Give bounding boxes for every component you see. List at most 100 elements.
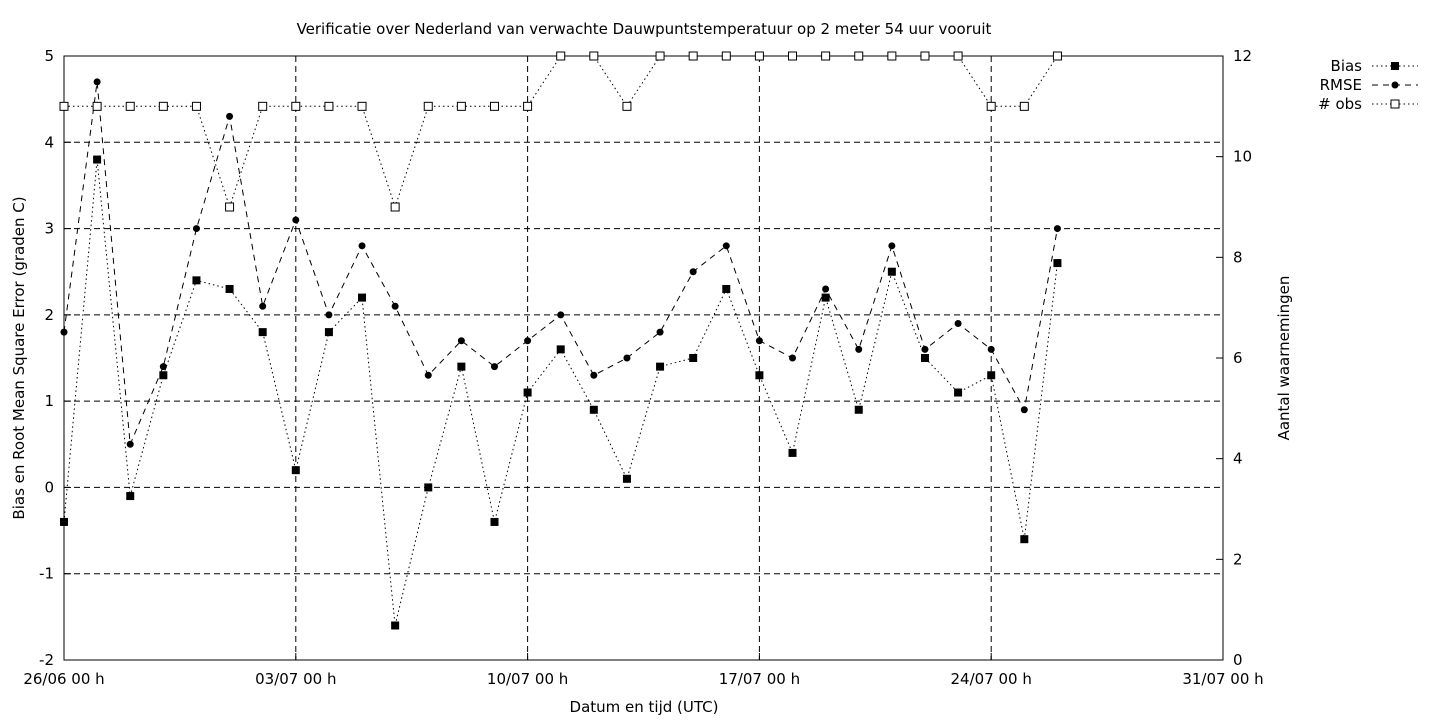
data-point-rmse xyxy=(1053,225,1061,233)
data-point-obs xyxy=(1052,51,1062,61)
x-tick-label: 24/07 00 h xyxy=(951,670,1032,688)
series-line-rmse xyxy=(63,81,1058,445)
data-point-obs xyxy=(291,101,301,111)
data-point-bias xyxy=(126,492,135,501)
data-point-obs xyxy=(688,51,698,61)
data-point-rmse xyxy=(490,363,498,371)
data-point-obs xyxy=(754,51,764,61)
data-point-bias xyxy=(954,388,963,397)
y2-tick-label: 10 xyxy=(1233,148,1252,166)
data-point-obs xyxy=(854,51,864,61)
data-point-rmse xyxy=(1020,406,1028,414)
data-point-obs xyxy=(655,51,665,61)
data-point-rmse xyxy=(954,319,962,327)
data-point-bias xyxy=(556,345,565,354)
data-point-rmse xyxy=(557,311,565,319)
data-point-obs xyxy=(556,51,566,61)
data-point-bias xyxy=(920,354,929,362)
data-point-bias xyxy=(324,328,333,337)
data-point-obs xyxy=(225,202,235,212)
y-tick-label: 4 xyxy=(44,133,54,151)
series-line-bias xyxy=(63,159,1058,626)
y-tick-label: 5 xyxy=(44,47,54,65)
y2-tick-label: 6 xyxy=(1233,349,1243,367)
data-point-bias xyxy=(159,371,168,380)
data-point-bias xyxy=(490,517,499,526)
y-tick-label: 0 xyxy=(44,478,54,496)
data-point-obs xyxy=(324,101,334,111)
data-point-rmse xyxy=(755,337,763,345)
y2-tick-label: 12 xyxy=(1233,47,1252,65)
data-point-rmse xyxy=(259,302,267,310)
data-point-bias xyxy=(689,354,698,362)
data-point-rmse xyxy=(93,78,101,86)
data-point-rmse xyxy=(524,337,532,345)
data-point-rmse xyxy=(424,371,432,379)
series xyxy=(59,51,1062,630)
data-point-obs xyxy=(589,51,599,61)
y-tick-label: 1 xyxy=(44,392,54,410)
legend-marker-obs xyxy=(1390,99,1400,109)
legend-marker-bias xyxy=(1391,62,1399,70)
data-point-rmse xyxy=(358,242,366,250)
data-point-obs xyxy=(523,101,533,111)
grid xyxy=(64,56,1223,660)
data-point-rmse xyxy=(226,112,234,120)
data-point-bias xyxy=(457,362,466,371)
data-point-obs xyxy=(788,51,798,61)
legend-label-rmse: RMSE xyxy=(1320,76,1362,94)
data-point-bias xyxy=(1020,535,1029,544)
chart-title: Verificatie over Nederland van verwachte… xyxy=(297,20,992,38)
y-tick-label: -2 xyxy=(39,651,54,669)
y-axis-label: Bias en Root Mean Square Error (graden C… xyxy=(10,196,28,519)
y2-tick-label: 4 xyxy=(1233,450,1243,468)
x-tick-label: 26/06 00 h xyxy=(23,670,104,688)
data-point-bias xyxy=(722,284,731,293)
data-point-obs xyxy=(191,101,201,111)
data-point-bias xyxy=(424,483,433,492)
data-point-bias xyxy=(391,621,400,630)
data-point-bias xyxy=(656,362,665,371)
legend-label-obs: # obs xyxy=(1318,95,1362,113)
data-point-bias xyxy=(589,405,598,414)
data-point-rmse xyxy=(987,345,995,353)
y2-tick-label: 2 xyxy=(1233,550,1243,568)
data-point-rmse xyxy=(60,328,68,336)
data-point-obs xyxy=(423,101,433,111)
x-tick-label: 17/07 00 h xyxy=(719,670,800,688)
data-point-rmse xyxy=(325,311,333,319)
data-point-bias xyxy=(622,474,631,483)
data-point-obs xyxy=(986,101,996,111)
series-line-obs xyxy=(64,55,1058,209)
x-axis-label: Datum en tijd (UTC) xyxy=(570,698,719,716)
data-point-obs xyxy=(887,51,897,61)
data-point-bias xyxy=(93,155,102,164)
data-point-rmse xyxy=(192,225,200,233)
data-point-bias xyxy=(987,371,996,380)
legend-label-bias: Bias xyxy=(1331,57,1363,75)
legend-marker-rmse xyxy=(1391,81,1399,89)
data-point-rmse xyxy=(888,242,896,250)
data-point-rmse xyxy=(590,371,598,379)
data-point-bias xyxy=(291,466,300,475)
data-point-rmse xyxy=(689,268,697,276)
data-point-obs xyxy=(920,51,930,61)
data-point-obs xyxy=(821,51,831,61)
data-point-bias xyxy=(225,284,234,293)
data-point-obs xyxy=(953,51,963,61)
data-point-obs xyxy=(125,101,135,111)
data-point-bias xyxy=(1053,259,1062,268)
data-point-bias xyxy=(887,267,896,276)
data-point-bias xyxy=(358,293,367,302)
data-point-rmse xyxy=(656,328,664,336)
data-point-obs xyxy=(59,101,69,111)
data-point-obs xyxy=(158,101,168,111)
x-tick-label: 03/07 00 h xyxy=(255,670,336,688)
plot-frame xyxy=(63,55,1224,661)
data-point-rmse xyxy=(921,345,929,353)
y-tick-label: 3 xyxy=(44,220,54,238)
data-point-bias xyxy=(60,517,68,526)
